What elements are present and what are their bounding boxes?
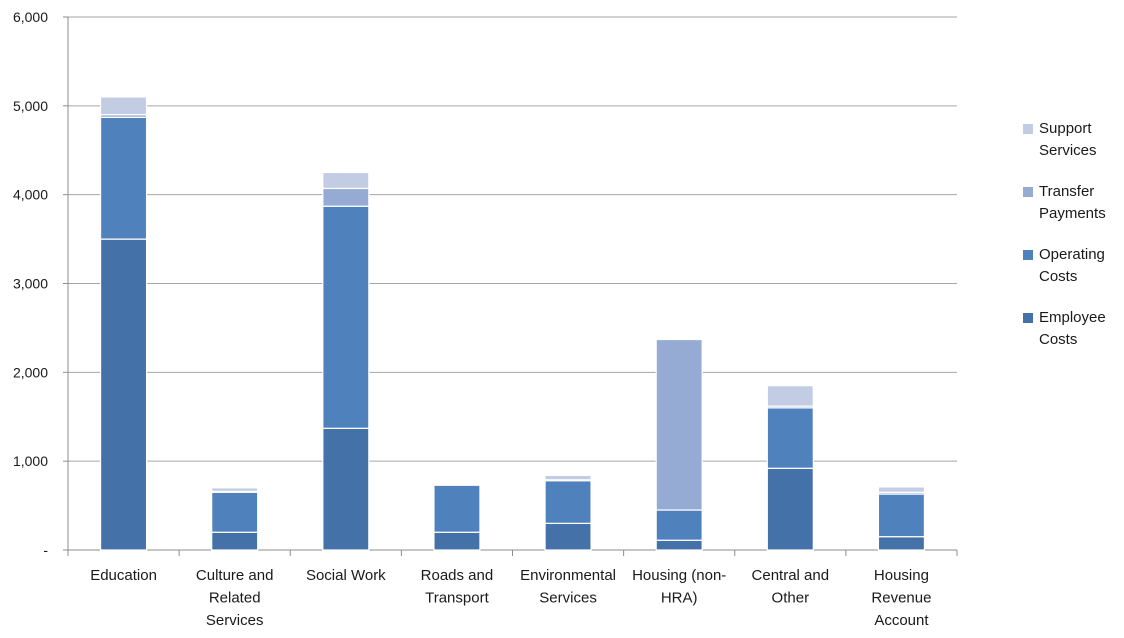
- bar-segment-operating-costs: [544, 480, 592, 524]
- x-category-label-line: Services: [539, 590, 597, 607]
- legend-label-line: Operating: [1039, 246, 1105, 263]
- legend-label: Operating Costs: [1039, 244, 1119, 288]
- legend-label-line: Costs: [1039, 268, 1078, 285]
- bar-segment-employee-costs: [655, 539, 703, 551]
- legend-label-line: Support: [1039, 120, 1092, 137]
- legend-item: Operating Costs: [1023, 244, 1123, 307]
- bar-segment-employee-costs: [433, 531, 481, 551]
- bar-segment-support-services: [766, 385, 814, 407]
- legend-swatch: [1023, 187, 1033, 197]
- x-category-label: Housing Revenue Account: [871, 567, 931, 629]
- x-category-label-line: HRA): [661, 590, 698, 607]
- bar-segment-support-services: [877, 486, 926, 493]
- legend-item: Employee Costs: [1023, 307, 1123, 370]
- y-tick-label: 2,000: [13, 364, 48, 380]
- bar-segment-operating-costs: [877, 493, 926, 538]
- legend-label-line: Services: [1039, 142, 1097, 159]
- bar-segment-employee-costs: [211, 531, 259, 551]
- x-category-label-line: Environmental: [520, 567, 616, 584]
- bar-segment-employee-costs: [322, 427, 370, 551]
- legend-label-line: Costs: [1039, 331, 1078, 348]
- x-category-label-line: Central and: [752, 567, 830, 584]
- y-tick-label: 6,000: [13, 9, 48, 25]
- y-tick-label: 1,000: [13, 453, 48, 469]
- legend-label: Transfer Payments: [1039, 181, 1119, 225]
- bar-segment-operating-costs: [766, 407, 814, 469]
- x-category-label-line: Account: [874, 612, 929, 629]
- bar-segment-transfer-payments: [322, 187, 370, 207]
- x-category-label-line: Other: [772, 590, 810, 607]
- legend-label-line: Transfer: [1039, 183, 1095, 200]
- y-tick-label: 4,000: [13, 187, 48, 203]
- bar-segment-support-services: [99, 96, 148, 116]
- bar-segment-operating-costs: [322, 205, 370, 429]
- legend-label: Support Services: [1039, 118, 1119, 162]
- chart-legend: Support Services Transfer Payments Operating…: [1023, 118, 1123, 370]
- legend-label: Employee Costs: [1039, 307, 1119, 351]
- legend-swatch: [1023, 250, 1033, 260]
- legend-swatch: [1023, 124, 1033, 134]
- x-category-label-line: Education: [90, 567, 157, 584]
- x-category-label: Environmental Services: [520, 567, 616, 607]
- x-category-label: Roads and Transport: [421, 567, 494, 607]
- bar-segment-transfer-payments: [655, 338, 703, 511]
- legend-item: Transfer Payments: [1023, 181, 1123, 244]
- bar-segment-employee-costs: [544, 522, 592, 551]
- x-category-label-line: Services: [206, 612, 264, 629]
- legend-item: Support Services: [1023, 118, 1123, 181]
- y-tick-label: 5,000: [13, 98, 48, 114]
- x-category-label-line: Housing (non-: [632, 567, 726, 584]
- bar-segment-support-services: [544, 474, 592, 481]
- bar-segment-operating-costs: [655, 509, 703, 541]
- x-category-label-line: Related: [209, 590, 261, 607]
- bar-segment-support-services: [211, 487, 259, 492]
- x-category-label: Social Work: [306, 567, 386, 584]
- x-category-label: Housing (non- HRA): [632, 567, 726, 607]
- legend-label-line: Employee: [1039, 309, 1106, 326]
- x-category-label-line: Culture and: [196, 567, 274, 584]
- x-category-label-line: Social Work: [306, 567, 386, 584]
- y-tick-label: 3,000: [13, 276, 48, 292]
- x-category-label: Education: [90, 567, 157, 584]
- bar-segment-employee-costs: [766, 467, 814, 551]
- bar-segment-support-services: [433, 482, 481, 485]
- x-category-label-line: Transport: [425, 590, 489, 607]
- bar-segment-employee-costs: [99, 238, 148, 551]
- bar-segment-operating-costs: [211, 491, 259, 533]
- legend-swatch: [1023, 313, 1033, 323]
- bar-segment-support-services: [322, 171, 370, 190]
- bar-segment-employee-costs: [877, 536, 926, 551]
- x-category-label-line: Revenue: [871, 590, 931, 607]
- x-category-label-line: Housing: [874, 567, 929, 584]
- x-category-label: Central and Other: [752, 567, 830, 607]
- y-tick-label: -: [43, 542, 48, 558]
- x-category-label-line: Roads and: [421, 567, 494, 584]
- bar-segment-operating-costs: [99, 116, 148, 240]
- bar-segment-support-services: [655, 337, 703, 341]
- legend-label-line: Payments: [1039, 205, 1106, 222]
- x-category-label: Culture and Related Services: [196, 567, 274, 629]
- bar-segment-operating-costs: [433, 484, 481, 533]
